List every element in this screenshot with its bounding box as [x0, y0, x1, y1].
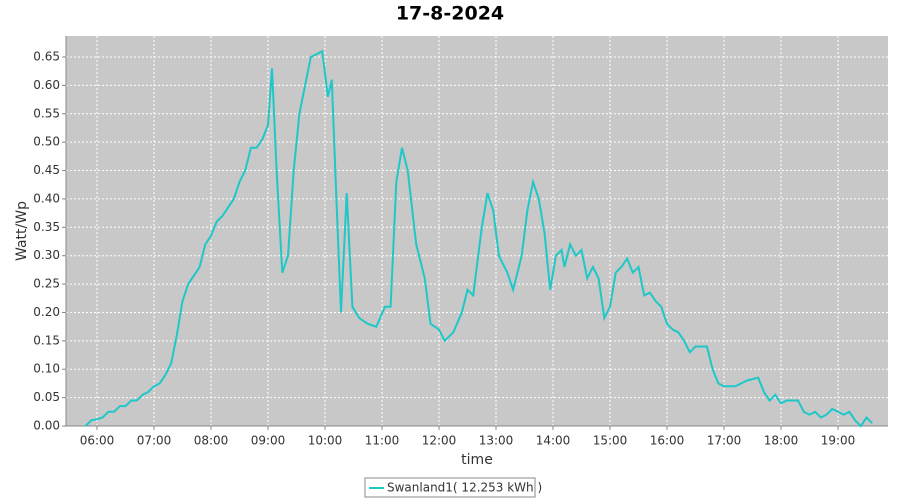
- y-tick-label: 0.15: [33, 333, 60, 347]
- y-tick-label: 0.45: [33, 163, 60, 177]
- chart-title: 17-8-2024: [396, 3, 504, 25]
- x-tick-label: 19:00: [821, 434, 856, 448]
- y-axis-label: Watt/Wp: [14, 201, 30, 261]
- x-tick-label: 15:00: [593, 434, 628, 448]
- legend-label: Swanland1( 12.253 kWh ): [387, 481, 542, 495]
- y-tick-label: 0.55: [33, 106, 60, 120]
- x-tick-label: 11:00: [365, 434, 400, 448]
- x-axis-label: time: [461, 452, 493, 468]
- x-tick-label: 10:00: [308, 434, 343, 448]
- y-tick-label: 0.35: [33, 220, 60, 234]
- x-tick-label: 14:00: [536, 434, 571, 448]
- y-tick-label: 0.20: [33, 305, 60, 319]
- y-tick-label: 0.05: [33, 390, 60, 404]
- y-tick-label: 0.10: [33, 362, 60, 376]
- y-tick-label: 0.60: [33, 78, 60, 92]
- x-tick-label: 13:00: [479, 434, 514, 448]
- plot-area: [66, 36, 888, 426]
- y-tick-label: 0.30: [33, 248, 60, 262]
- x-tick-label: 07:00: [137, 434, 172, 448]
- y-tick-label: 0.40: [33, 191, 60, 205]
- legend: [364, 477, 536, 498]
- x-tick-label: 06:00: [80, 434, 115, 448]
- y-tick-label: 0.00: [33, 419, 60, 433]
- x-tick-label: 12:00: [422, 434, 457, 448]
- x-tick-label: 16:00: [650, 434, 685, 448]
- y-tick-label: 0.25: [33, 277, 60, 291]
- y-tick-label: 0.50: [33, 135, 60, 149]
- series-line: [84, 49, 873, 428]
- x-tick-label: 17:00: [707, 434, 742, 448]
- x-tick-label: 18:00: [764, 434, 799, 448]
- y-tick-label: 0.65: [33, 50, 60, 64]
- x-tick-label: 09:00: [251, 434, 286, 448]
- x-tick-label: 08:00: [194, 434, 229, 448]
